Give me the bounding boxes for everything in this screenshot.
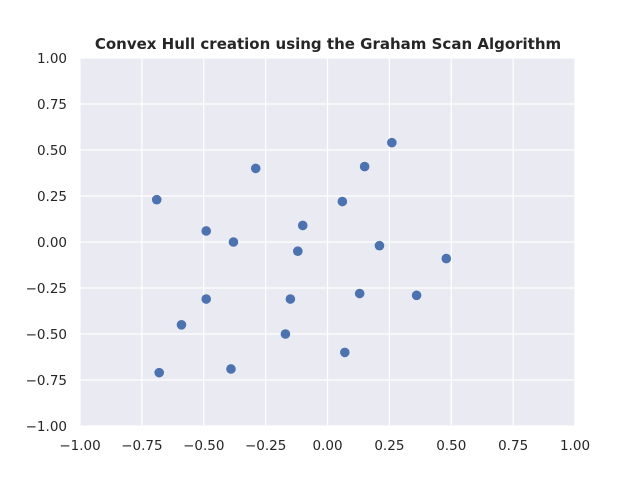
x-tick-label: 1.00	[560, 438, 590, 454]
scatter-point	[226, 364, 236, 374]
scatter-point	[387, 137, 397, 148]
scatter-point	[176, 320, 187, 330]
scatter-point	[354, 288, 365, 299]
y-tick-label: 0.75	[37, 97, 67, 113]
y-tick-label: −0.50	[26, 327, 67, 343]
y-tick-label: 0.25	[37, 189, 67, 205]
x-tick-label: 0.50	[436, 438, 466, 454]
x-axis-ticks: −1.00 −0.75 −0.50 −0.25 0.00 0.25 0.50 0.75 1.00	[59, 438, 590, 454]
y-tick-label: 0.00	[37, 235, 67, 251]
scatter-point	[280, 329, 291, 339]
y-axis-ticks: 1.00 0.75 0.50 0.25 0.00 −0.25 −0.50 −0.75 −1.00	[26, 51, 67, 435]
y-tick-label: −0.75	[26, 373, 67, 389]
chart-title: Convex Hull creation using the Graham Sc…	[95, 35, 561, 53]
y-tick-label: −1.00	[26, 419, 67, 435]
scatter-point	[228, 237, 239, 247]
data-points	[151, 137, 452, 378]
scatter-point	[285, 294, 296, 304]
x-tick-label: −0.25	[245, 438, 286, 454]
scatter-point	[441, 253, 452, 264]
scatter-point	[297, 220, 308, 231]
x-tick-label: 0.75	[498, 438, 528, 454]
scatter-point	[359, 161, 370, 172]
scatter-point	[340, 347, 350, 358]
scatter-point	[374, 240, 385, 251]
y-tick-label: 1.00	[37, 51, 67, 67]
scatter-point	[154, 367, 164, 378]
scatter-point	[250, 163, 261, 174]
x-tick-label: 0.25	[374, 438, 404, 454]
scatter-point	[293, 246, 303, 256]
y-tick-label: −0.25	[26, 281, 67, 297]
x-tick-label: −1.00	[59, 438, 100, 454]
scatter-point	[201, 294, 212, 304]
scatter-point	[151, 194, 162, 205]
scatter-point	[411, 290, 422, 301]
x-tick-label: 0.00	[312, 438, 342, 454]
grid-lines	[79, 57, 576, 427]
scatter-point	[337, 196, 348, 207]
scatter-point	[201, 226, 212, 236]
x-tick-label: −0.50	[183, 438, 224, 454]
y-tick-label: 0.50	[37, 143, 67, 159]
x-tick-label: −0.75	[121, 438, 162, 454]
